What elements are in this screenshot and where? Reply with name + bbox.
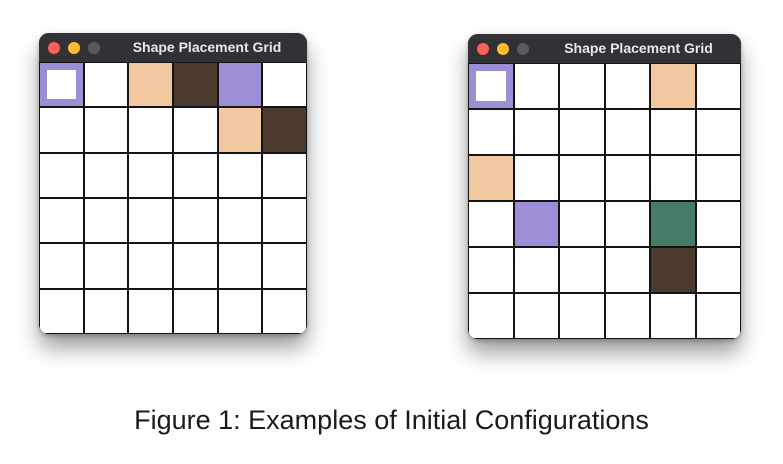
grid-cell-r2-c2[interactable] (560, 156, 604, 200)
grid-cell-r3-c4[interactable] (218, 198, 262, 243)
window-title: Shape Placement Grid (132, 39, 282, 55)
grid-cell-r3-c4[interactable] (651, 202, 695, 246)
grid-cell-r0-c1[interactable] (84, 63, 128, 107)
grid-cell-r0-c1[interactable] (514, 64, 558, 108)
grid-cell-r4-c1[interactable] (514, 248, 558, 292)
grid-cell-r3-c3[interactable] (605, 202, 649, 246)
grid-cell-r5-c1[interactable] (84, 289, 128, 333)
grid-cell-r0-c4[interactable] (651, 64, 695, 108)
grid-cell-r1-c4[interactable] (218, 108, 262, 152)
grid-cell-r5-c3[interactable] (174, 289, 217, 333)
grid-cell-r5-c0[interactable] (469, 294, 513, 338)
grid-cell-r3-c0[interactable] (40, 198, 83, 243)
grid-cell-r3-c2[interactable] (560, 202, 604, 246)
window-title: Shape Placement Grid (564, 40, 713, 56)
grid-cell-r5-c3[interactable] (605, 294, 649, 338)
grid-cell-r5-c5[interactable] (263, 289, 306, 333)
zoom-button[interactable] (88, 42, 100, 54)
grid-cell-r3-c2[interactable] (129, 198, 172, 243)
grid-cell-r3-c1[interactable] (514, 202, 558, 246)
grid-cell-r3-c1[interactable] (84, 198, 128, 243)
grid-cell-r4-c1[interactable] (84, 244, 128, 288)
grid-cell-r4-c4[interactable] (651, 248, 695, 292)
grid-cell-r1-c3[interactable] (174, 108, 217, 152)
grid-cell-r1-c1[interactable] (84, 108, 128, 152)
grid-cell-r1-c3[interactable] (605, 110, 649, 154)
grid-cell-r2-c1[interactable] (514, 156, 558, 200)
grid-cell-r0-c3[interactable] (605, 64, 649, 108)
grid-cell-r4-c0[interactable] (469, 248, 513, 292)
shape-grid (468, 63, 741, 339)
titlebar: Shape Placement Grid (39, 33, 307, 62)
grid-cell-r0-c2[interactable] (129, 63, 172, 107)
grid-cell-r3-c5[interactable] (263, 198, 306, 243)
grid-cell-r2-c0[interactable] (469, 156, 513, 200)
grid-cell-r1-c1[interactable] (514, 110, 558, 154)
titlebar: Shape Placement Grid (468, 34, 741, 63)
grid-cell-r0-c3[interactable] (174, 63, 217, 107)
grid-cell-r5-c2[interactable] (560, 294, 604, 338)
grid-cell-r0-c5[interactable] (696, 64, 740, 108)
grid-cell-r3-c3[interactable] (174, 198, 217, 243)
grid-cell-r4-c2[interactable] (560, 248, 604, 292)
minimize-button[interactable] (497, 43, 509, 55)
grid-cell-r1-c2[interactable] (129, 108, 172, 152)
zoom-button[interactable] (517, 43, 529, 55)
grid-cell-r2-c4[interactable] (651, 156, 695, 200)
grid-cell-r2-c0[interactable] (40, 153, 83, 197)
grid-cell-r3-c0[interactable] (469, 202, 513, 246)
grid-cell-r4-c4[interactable] (218, 244, 262, 288)
grid-cell-r1-c5[interactable] (696, 110, 740, 154)
grid-cell-r1-c0[interactable] (40, 108, 83, 152)
figure-caption: Figure 1: Examples of Initial Configurat… (134, 405, 649, 435)
grid-cell-r2-c5[interactable] (263, 153, 306, 197)
grid-cell-r5-c1[interactable] (514, 294, 558, 338)
grid-cell-r4-c3[interactable] (174, 244, 217, 288)
grid-cell-r2-c4[interactable] (218, 153, 262, 197)
grid-cell-r0-c2[interactable] (560, 64, 604, 108)
grid-cell-r4-c3[interactable] (605, 248, 649, 292)
close-button[interactable] (477, 43, 489, 55)
grid-cell-r2-c5[interactable] (696, 156, 740, 200)
grid-cell-r4-c2[interactable] (129, 244, 172, 288)
grid-cell-r2-c3[interactable] (605, 156, 649, 200)
grid-cell-r0-c0[interactable] (469, 64, 513, 108)
grid-cell-r1-c2[interactable] (560, 110, 604, 154)
window-right: Shape Placement Grid (468, 34, 741, 339)
grid-cell-r3-c5[interactable] (696, 202, 740, 246)
grid-cell-r4-c5[interactable] (696, 248, 740, 292)
window-left: Shape Placement Grid (39, 33, 307, 334)
grid-cell-r0-c5[interactable] (263, 63, 306, 107)
minimize-button[interactable] (68, 42, 80, 54)
grid-cell-r5-c4[interactable] (651, 294, 695, 338)
grid-cell-r2-c2[interactable] (129, 153, 172, 197)
grid-cell-r1-c5[interactable] (263, 108, 306, 152)
grid-cell-r5-c0[interactable] (40, 289, 83, 333)
grid-cell-r5-c5[interactable] (696, 294, 740, 338)
grid-cell-r5-c4[interactable] (218, 289, 262, 333)
shape-grid (39, 62, 307, 334)
grid-cell-r4-c0[interactable] (40, 244, 83, 288)
close-button[interactable] (48, 42, 60, 54)
grid-cell-r2-c1[interactable] (84, 153, 128, 197)
grid-cell-r5-c2[interactable] (129, 289, 172, 333)
grid-cell-r2-c3[interactable] (174, 153, 217, 197)
grid-cell-r4-c5[interactable] (263, 244, 306, 288)
grid-cell-r0-c4[interactable] (218, 63, 262, 107)
grid-cell-r1-c4[interactable] (651, 110, 695, 154)
grid-cell-r1-c0[interactable] (469, 110, 513, 154)
grid-cell-r0-c0[interactable] (40, 63, 83, 107)
